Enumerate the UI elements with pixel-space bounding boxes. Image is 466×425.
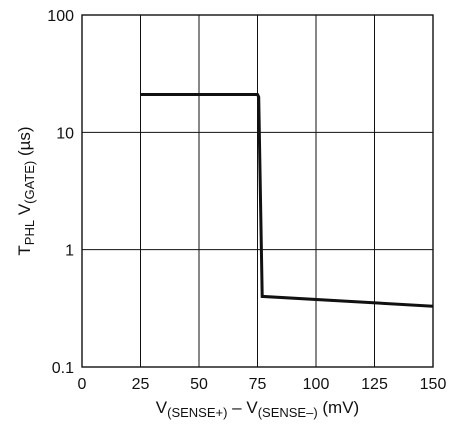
x-tick-label: 125	[361, 376, 388, 393]
x-tick-label: 50	[190, 376, 208, 393]
y-tick-label: 100	[47, 8, 74, 25]
x-tick-labels: 0 25 50 75 100 125 150	[78, 376, 447, 393]
x-tick-label: 150	[420, 376, 447, 393]
y-tick-label: 10	[56, 125, 74, 142]
x-tick-label: 0	[78, 376, 87, 393]
x-tick-label: 25	[132, 376, 150, 393]
grid	[82, 15, 433, 367]
plot-frame	[81, 14, 434, 368]
y-tick-label: 1	[65, 243, 74, 260]
y-tick-labels: 0.1 1 10 100	[47, 8, 74, 377]
series-line	[140, 93, 434, 308]
x-tick-label: 75	[249, 376, 267, 393]
x-tick-label: 100	[303, 376, 330, 393]
y-axis-label: TPHL V(GATE) (µs)	[15, 126, 37, 255]
y-tick-label: 0.1	[52, 360, 74, 377]
x-axis-label: V(SENSE+) – V(SENSE–) (mV)	[156, 398, 359, 420]
